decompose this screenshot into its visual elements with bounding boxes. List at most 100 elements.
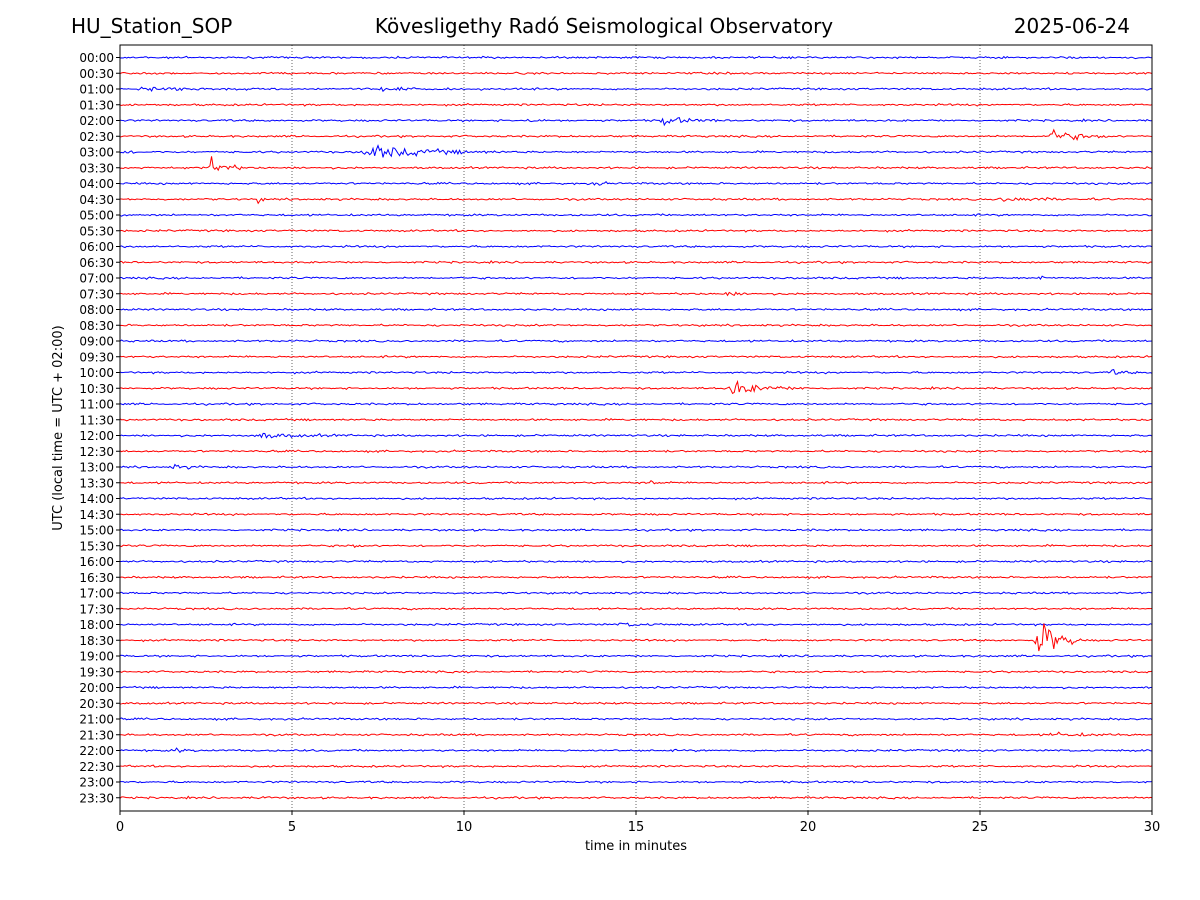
y-tick-label: 11:00	[79, 398, 114, 412]
trace-line	[119, 307, 1153, 312]
x-tick-label: 0	[116, 820, 124, 835]
chart-title: Kövesligethy Radó Seismological Observat…	[374, 14, 834, 38]
trace-line	[119, 55, 1153, 60]
y-tick-label: 16:30	[79, 571, 114, 585]
y-tick-label: 00:30	[79, 67, 114, 81]
seismic-traces	[119, 55, 1153, 800]
trace-line	[119, 86, 1153, 93]
station-name: HU_Station_SOP	[71, 14, 233, 38]
trace-line	[119, 496, 1153, 501]
trace-line	[119, 323, 1153, 328]
trace-line	[119, 379, 1153, 395]
y-tick-label: 18:00	[79, 618, 114, 632]
y-tick-label: 10:00	[79, 366, 114, 380]
trace-line	[119, 795, 1153, 800]
y-tick-label: 03:30	[79, 161, 114, 175]
y-tick-label: 07:30	[79, 287, 114, 301]
y-tick-label: 23:00	[79, 776, 114, 790]
y-tick-label: 02:00	[79, 114, 114, 128]
y-tick-label: 17:00	[79, 587, 114, 601]
y-tick-label: 08:30	[79, 319, 114, 333]
trace-line	[119, 417, 1153, 422]
y-tick-label: 20:30	[79, 697, 114, 711]
trace-line	[119, 780, 1153, 784]
y-tick-label: 14:30	[79, 508, 114, 522]
y-tick-label: 13:00	[79, 461, 114, 475]
y-tick-label: 01:00	[79, 83, 114, 97]
y-tick-label: 10:30	[79, 382, 114, 396]
trace-line	[119, 764, 1153, 769]
x-tick-label: 10	[456, 820, 473, 835]
y-tick-label: 07:00	[79, 272, 114, 286]
y-tick-label: 21:00	[79, 713, 114, 727]
y-tick-label: 09:30	[79, 350, 114, 364]
y-tick-label: 11:30	[79, 413, 114, 427]
trace-line	[119, 402, 1153, 407]
y-tick-label: 01:30	[79, 98, 114, 112]
trace-line	[119, 512, 1153, 517]
y-tick-label: 04:00	[79, 177, 114, 191]
trace-line	[119, 71, 1153, 76]
y-tick-label: 19:00	[79, 650, 114, 664]
trace-line	[119, 244, 1153, 249]
trace-line	[119, 575, 1153, 580]
y-tick-label: 12:00	[79, 429, 114, 443]
y-tick-label: 13:30	[79, 476, 114, 490]
trace-line	[119, 527, 1153, 533]
grid-lines	[291, 45, 981, 811]
x-tick-label: 15	[628, 820, 645, 835]
y-tick-label: 00:00	[79, 51, 114, 65]
trace-line	[119, 543, 1153, 549]
trace-line	[119, 291, 1153, 297]
trace-line	[119, 228, 1153, 233]
trace-line	[119, 275, 1153, 281]
y-tick-label: 20:00	[79, 681, 114, 695]
trace-line	[119, 181, 1153, 186]
trace-line	[119, 102, 1153, 107]
trace-line	[119, 623, 1153, 652]
trace-line	[120, 559, 1153, 564]
y-tick-label: 04:30	[79, 193, 114, 207]
y-tick-label: 15:30	[79, 539, 114, 553]
y-tick-label: 21:30	[79, 728, 114, 742]
trace-line	[119, 128, 1153, 141]
trace-line	[119, 260, 1153, 265]
trace-line	[119, 622, 1153, 627]
x-tick-label: 30	[1144, 820, 1161, 835]
y-tick-label: 08:00	[79, 303, 114, 317]
y-tick-label: 05:30	[79, 224, 114, 238]
y-axis-label: UTC (local time = UTC + 02:00)	[51, 325, 66, 530]
trace-line	[119, 368, 1153, 375]
trace-line	[119, 156, 1153, 172]
y-tick-label: 17:30	[79, 602, 114, 616]
y-tick-label: 06:00	[79, 240, 114, 254]
trace-line	[119, 701, 1153, 705]
y-tick-label: 23:30	[79, 791, 114, 805]
trace-line	[119, 685, 1153, 690]
y-tick-label: 03:00	[79, 146, 114, 160]
trace-line	[119, 355, 1153, 359]
y-tick-label: 12:30	[79, 445, 114, 459]
x-tick-label: 20	[800, 820, 817, 835]
y-tick-label: 22:00	[79, 744, 114, 758]
y-tick-label: 18:30	[79, 634, 114, 648]
y-tick-label: 22:30	[79, 760, 114, 774]
y-tick-label: 02:30	[79, 130, 114, 144]
trace-line	[119, 117, 1153, 127]
trace-line	[119, 197, 1153, 205]
y-tick-label: 15:00	[79, 524, 114, 538]
trace-line	[119, 591, 1153, 595]
x-tick-label: 25	[972, 820, 989, 835]
y-tick-label: 14:00	[79, 492, 114, 506]
y-tick-label: 06:30	[79, 256, 114, 270]
y-tick-label: 19:30	[79, 665, 114, 679]
y-tick-label: 16:00	[79, 555, 114, 569]
trace-line	[119, 432, 1153, 439]
trace-line	[119, 449, 1153, 454]
y-tick-label: 09:00	[79, 335, 114, 349]
x-axis: 0 5 10 15 20 25 30	[116, 811, 1160, 835]
trace-line	[119, 606, 1153, 611]
trace-line	[119, 653, 1153, 659]
